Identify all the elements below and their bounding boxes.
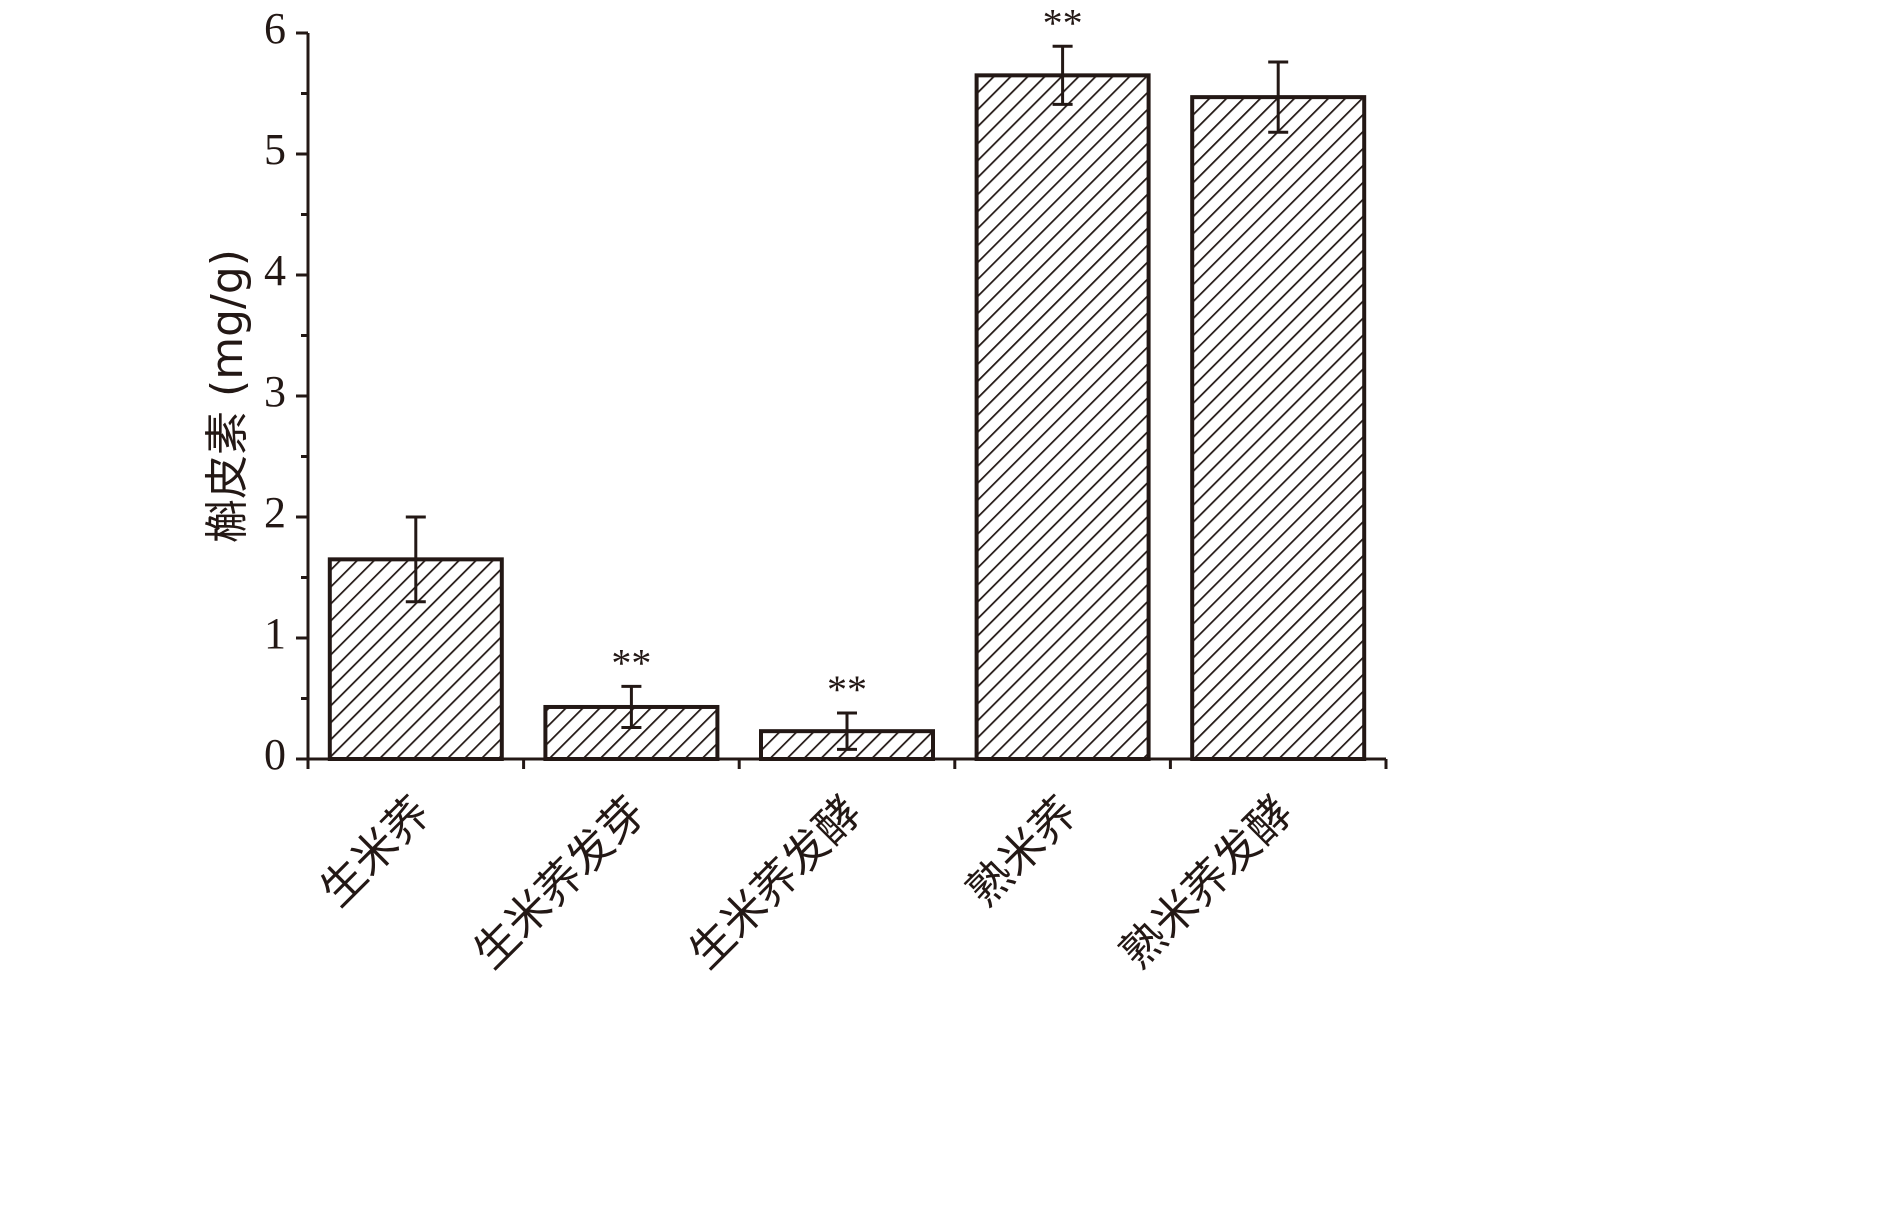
bar-4 [974,73,1151,762]
x-tick-label-5: 熟米荞发酵 [1111,787,1303,979]
x-tick-label-4: 熟米荞 [957,787,1086,916]
x-tick-label-1: 生米荞 [311,787,440,916]
axes-group [296,31,1388,769]
y-tick-label-1: 1 [264,609,286,658]
chart: 槲皮素 (mg/g) 生米荞 ** 生米荞发芽 ** 生米荞发酵 ** 熟米荞 熟米荞发酵 0 1… [202,0,1388,979]
x-tick-label-3: 生米荞发酵 [680,787,872,979]
y-tick-label-6: 6 [264,4,286,53]
y-tick-label-0: 0 [264,730,286,779]
bar-5 [1190,95,1367,761]
y-axis-title: 槲皮素 (mg/g) [202,249,253,543]
significance-label-4: ** [1043,0,1083,45]
significance-label-2: ** [611,640,651,685]
bars-group [327,44,1367,762]
y-tick-label-3: 3 [264,367,286,416]
y-tick-label-2: 2 [264,488,286,537]
x-tick-label-2: 生米荞发芽 [464,787,656,979]
y-tick-label-5: 5 [264,125,286,174]
y-tick-label-4: 4 [264,246,286,295]
bar-chart-svg: 槲皮素 (mg/g) 生米荞 ** 生米荞发芽 ** 生米荞发酵 ** 熟米荞 熟米荞发酵 0 1… [202,0,1388,979]
significance-label-3: ** [827,667,867,712]
